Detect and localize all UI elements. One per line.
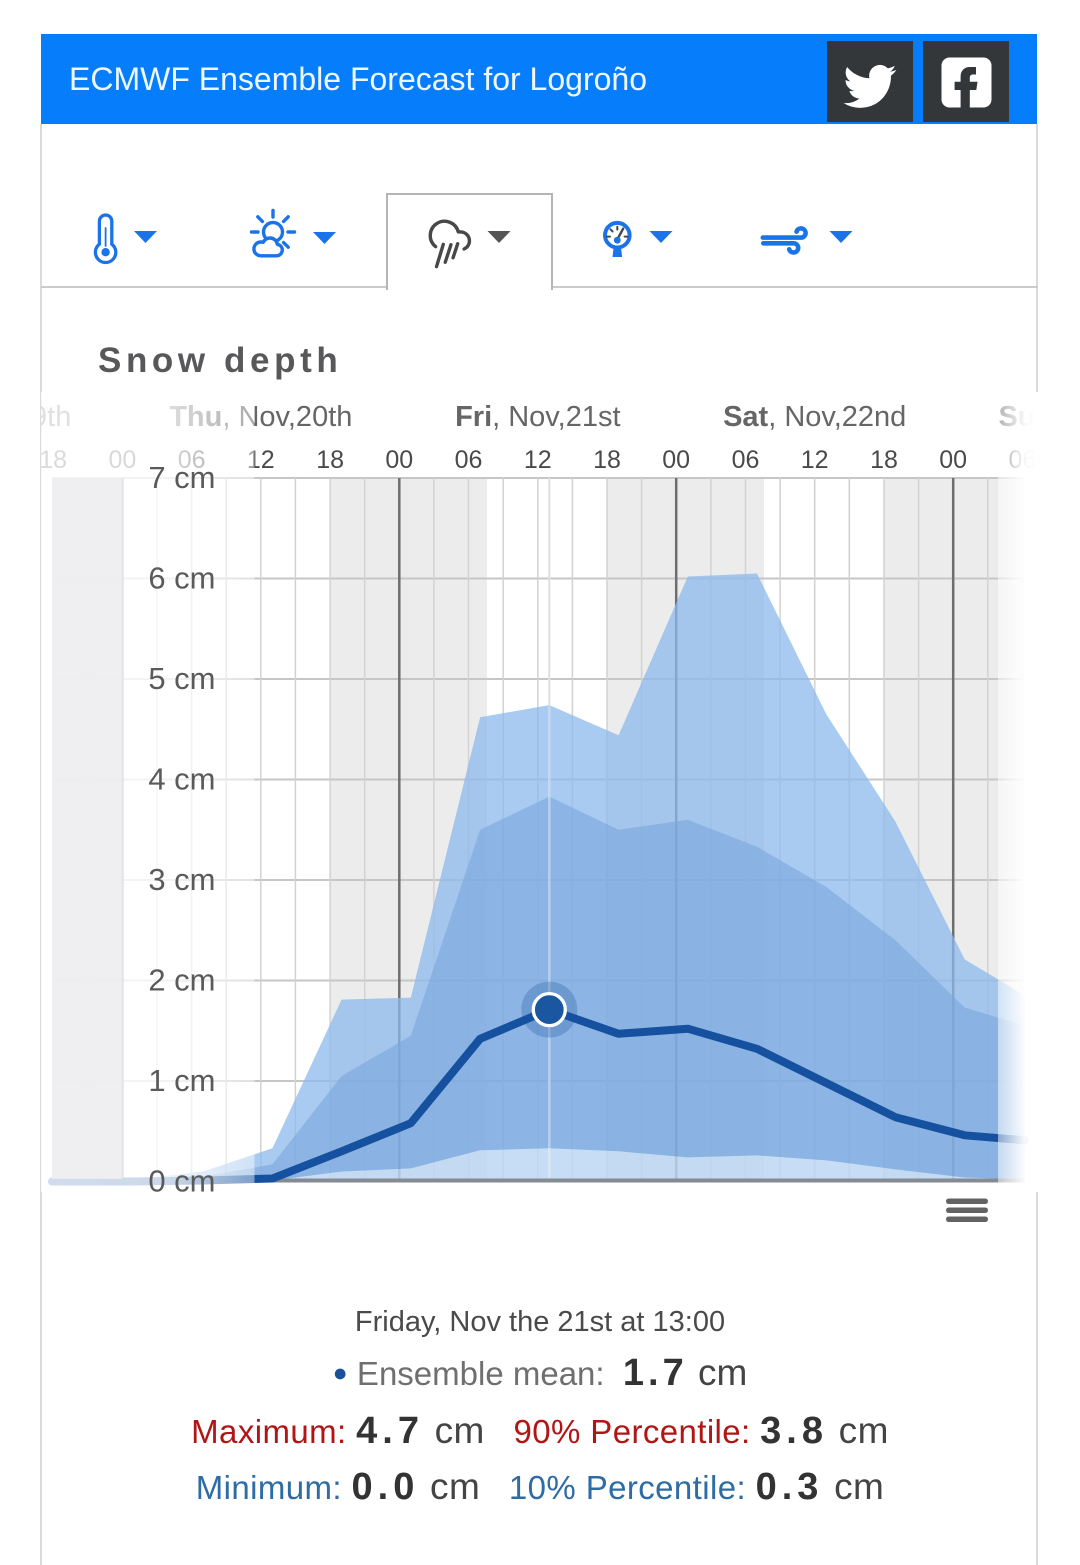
svg-text:2 cm: 2 cm <box>148 963 215 998</box>
svg-text:3 cm: 3 cm <box>148 862 215 897</box>
svg-text:7 cm: 7 cm <box>148 460 215 495</box>
svg-text:06: 06 <box>455 446 483 474</box>
svg-text:18: 18 <box>593 446 621 474</box>
svg-text:1 cm: 1 cm <box>148 1063 215 1098</box>
svg-text:12: 12 <box>524 446 552 474</box>
svg-text:6 cm: 6 cm <box>148 561 215 596</box>
svg-text:00: 00 <box>385 446 413 474</box>
svg-text:18: 18 <box>316 446 344 474</box>
svg-text:00: 00 <box>662 446 690 474</box>
svg-text:06: 06 <box>732 446 760 474</box>
svg-text:18: 18 <box>870 446 898 474</box>
svg-text:00: 00 <box>939 446 967 474</box>
svg-text:12: 12 <box>801 446 829 474</box>
svg-text:0 cm: 0 cm <box>148 1164 215 1199</box>
svg-text:5 cm: 5 cm <box>148 661 215 696</box>
svg-text:4 cm: 4 cm <box>148 762 215 797</box>
svg-text:Sat, Nov,22nd: Sat, Nov,22nd <box>723 401 906 433</box>
svg-text:Fri, Nov,21st: Fri, Nov,21st <box>455 401 620 433</box>
